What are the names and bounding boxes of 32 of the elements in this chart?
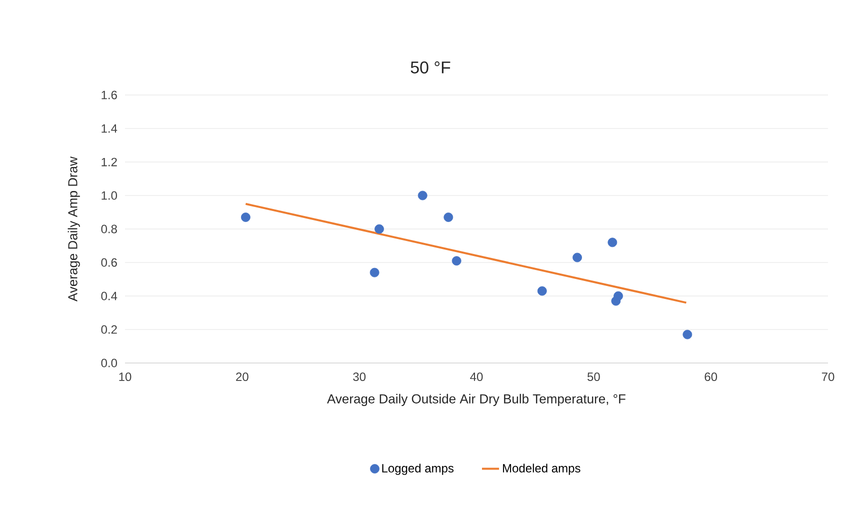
y-tick-label: 1.4 <box>102 124 118 133</box>
point <box>614 291 623 301</box>
x-tick-label: 30 <box>353 372 366 382</box>
point <box>370 268 380 278</box>
point <box>418 190 428 200</box>
x-tick-label: 10 <box>119 372 132 382</box>
point <box>452 256 462 266</box>
x-tick-label: 50 <box>587 372 600 382</box>
y-tick-label: 1.0 <box>102 191 118 200</box>
y-tick-label: 0.2 <box>101 325 117 334</box>
chart-title: 50 °F <box>410 61 450 74</box>
point <box>444 212 454 222</box>
point <box>374 224 384 234</box>
legend-label: Modeled amps <box>503 464 580 475</box>
legend-label: Logged amps <box>382 464 454 475</box>
x-tick-label: 20 <box>236 372 248 382</box>
x-tick-label: 60 <box>704 372 718 382</box>
point <box>240 212 250 222</box>
y-axis-title: Average Daily Amp Draw <box>68 156 80 302</box>
y-tick-label: 1.6 <box>102 90 117 100</box>
y-tick-label: 0.0 <box>101 358 118 368</box>
x-tick-label: 40 <box>470 372 483 382</box>
point <box>537 286 547 296</box>
y-tick-label: 0.4 <box>101 292 118 300</box>
x-tick-label: 70 <box>822 372 834 382</box>
point <box>572 252 582 262</box>
y-tick-label: 0.6 <box>101 258 117 267</box>
y-tick-label: 0.8 <box>101 224 117 234</box>
x-axis-title: Average Daily Outside Air Dry Bulb Temperature, °F <box>327 394 626 406</box>
point <box>682 330 692 340</box>
y-tick-label: 1.2 <box>102 158 117 166</box>
point <box>608 238 618 248</box>
